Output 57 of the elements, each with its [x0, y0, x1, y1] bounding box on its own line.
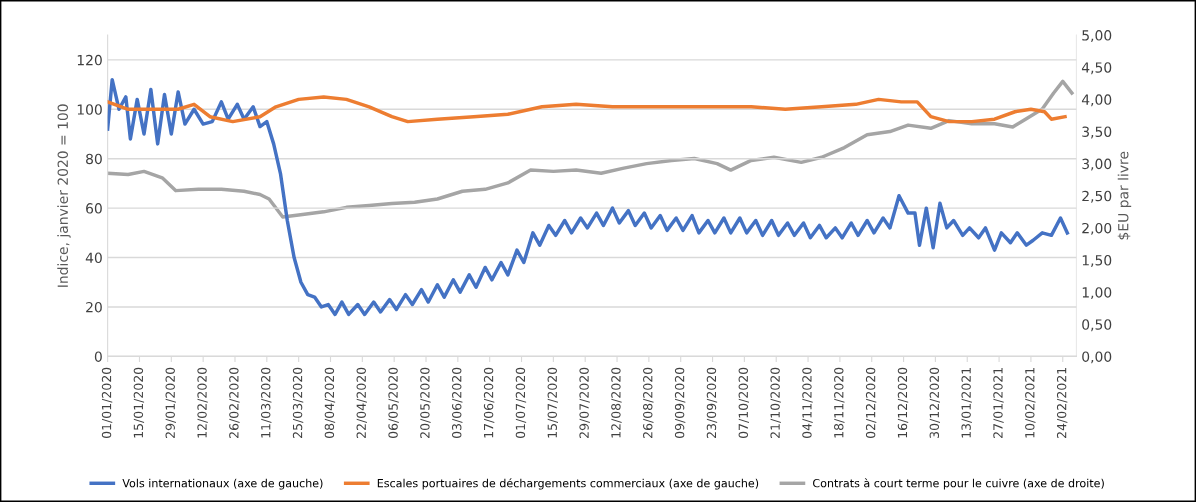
y2-tick-label: 2,50 — [1082, 190, 1112, 203]
x-tick-label: 06/05/2020 — [388, 367, 399, 439]
x-tick-label: 20/05/2020 — [420, 367, 431, 438]
x-tick-label: 26/08/2020 — [643, 367, 654, 438]
x-tick-label: 23/09/2020 — [706, 367, 718, 438]
x-tick-label: 25/03/2020 — [292, 367, 304, 438]
x-tick-label: 09/09/2020 — [674, 367, 686, 439]
x-tick-label: 10/02/2021 — [1025, 367, 1036, 438]
y2-tick-label: 2,00 — [1082, 222, 1112, 235]
y-tick-label: 60 — [86, 203, 102, 214]
y-tick-label: 80 — [86, 153, 102, 165]
legend-label: Contrats à court terme pour le cuivre (axe de droite) — [813, 478, 1104, 490]
x-tick-label: 15/01/2020 — [133, 367, 145, 438]
x-tick-label: 21/10/2020 — [770, 367, 781, 438]
x-tick-label: 03/06/2020 — [452, 367, 463, 439]
x-tick-label: 01/01/2020 — [101, 367, 113, 439]
x-tick-label: 24/02/2021 — [1056, 367, 1068, 438]
line-series — [107, 79, 1074, 219]
x-tick-label: 26/02/2020 — [229, 367, 240, 438]
y2-tick-label: 5,00 — [1082, 30, 1112, 43]
x-tick-label: 29/01/2020 — [165, 367, 176, 438]
x-tick-label: 27/01/2021 — [993, 367, 1004, 438]
y2-tick-label: 1,00 — [1082, 287, 1112, 300]
x-tick-label: 12/08/2020 — [611, 367, 622, 438]
y2-tick-label: 3,00 — [1082, 158, 1112, 171]
y2-tick-label: 3,50 — [1082, 126, 1112, 139]
y2-tick-label: 4,50 — [1081, 62, 1112, 75]
x-tick-label: 11/03/2020 — [261, 367, 272, 438]
y2-axis-title: $EU par livre — [1117, 151, 1132, 240]
x-tick-label: 01/07/2020 — [515, 367, 527, 439]
y-tick-label: 20 — [86, 301, 102, 313]
y-tick-label: 100 — [77, 104, 102, 115]
y-axis-title: Indice, janvier 2020 = 100 — [57, 104, 71, 287]
x-tick-label: 16/12/2020 — [897, 367, 909, 438]
y2-tick-label: 0,00 — [1082, 351, 1112, 364]
x-tick-label: 12/02/2020 — [197, 367, 208, 438]
x-tick-label: 15/07/2020 — [547, 367, 558, 438]
x-tick-label: 22/04/2020 — [356, 367, 367, 438]
y2-tick-label: 1,50 — [1082, 255, 1112, 267]
x-tick-label: 08/04/2020 — [324, 367, 336, 439]
x-tick-label: 02/12/2020 — [865, 367, 877, 439]
x-tick-label: 13/01/2021 — [961, 367, 972, 438]
x-tick-label: 04/11/2020 — [802, 367, 813, 439]
legend-label: Vols internationaux (axe de gauche) — [122, 478, 323, 490]
x-tick-label: 18/11/2020 — [834, 367, 845, 438]
x-tick-label: 30/12/2020 — [929, 367, 941, 438]
y-tick-label: 120 — [77, 54, 102, 66]
line-series — [107, 95, 1067, 124]
legend-label: Escales portuaires de déchargements commerciaux (axe de gauche) — [377, 478, 759, 490]
x-tick-label: 17/06/2020 — [483, 367, 495, 438]
x-tick-label: 07/10/2020 — [738, 367, 749, 439]
y2-tick-label: 0,50 — [1082, 319, 1112, 332]
y-tick-label: 0 — [94, 351, 102, 362]
x-tick-label: 29/07/2020 — [579, 367, 590, 438]
line-series — [107, 77, 1070, 317]
y2-tick-label: 4,00 — [1081, 94, 1112, 107]
y-tick-label: 40 — [85, 252, 102, 264]
